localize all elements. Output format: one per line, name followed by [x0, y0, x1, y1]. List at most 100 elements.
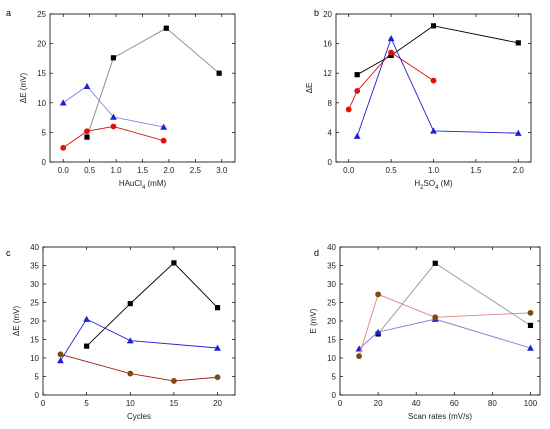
- x-axis-label-subscript: 4: [435, 185, 439, 191]
- y-tick-label: 10: [30, 354, 39, 363]
- data-point: [375, 291, 381, 298]
- y-tick-label: 25: [327, 299, 336, 308]
- data-point: [432, 314, 439, 321]
- series-line: [62, 126, 164, 149]
- y-tick-label: 10: [327, 354, 336, 363]
- data-point: [110, 55, 117, 61]
- x-tick-label: 0.5: [84, 166, 96, 175]
- data-point: [127, 370, 134, 377]
- x-tick-label: 0: [41, 399, 46, 408]
- y-tick-label: 5: [42, 128, 47, 137]
- data-point: [84, 134, 90, 140]
- panel-a: a 0.0 0.5 1.0 1.5 2.0 2.5 3.0 0 5 10 15 20 25 HAuCl4 (…: [6, 8, 236, 191]
- x-tick-label: 20: [213, 399, 222, 408]
- x-tick-label: 5: [84, 399, 89, 408]
- series-1: [84, 25, 222, 140]
- data-point: [110, 113, 117, 120]
- data-point: [430, 23, 437, 29]
- plot-frame: [335, 13, 532, 163]
- series-line: [358, 293, 531, 357]
- x-tick-label: 0: [338, 399, 343, 408]
- y-tick-label: 15: [30, 336, 39, 345]
- plot-frame: [49, 13, 236, 163]
- data-point: [84, 343, 90, 349]
- x-tick-label: 2.0: [163, 166, 175, 175]
- series-line: [86, 27, 220, 138]
- data-point: [57, 351, 64, 358]
- series-3: [353, 35, 522, 139]
- x-tick-label: 40: [412, 399, 421, 408]
- data-point: [83, 82, 91, 89]
- data-point: [514, 129, 522, 136]
- x-tick-label: 100: [524, 399, 538, 408]
- panel-label: d: [314, 248, 319, 258]
- y-tick-label: 30: [30, 280, 39, 289]
- x-tick-label: 1.0: [428, 166, 440, 175]
- series-3: [356, 291, 534, 360]
- x-axis-label-part: H: [414, 179, 420, 188]
- x-tick-label: 2.0: [513, 166, 525, 175]
- y-tick-label: 0: [42, 158, 47, 167]
- y-axis-label: ΔE (mV): [19, 73, 28, 104]
- y-tick-label: 4: [328, 128, 333, 137]
- data-point: [110, 123, 117, 130]
- data-point: [214, 305, 221, 311]
- data-point: [126, 337, 134, 344]
- data-point: [388, 52, 394, 59]
- series-2: [57, 315, 221, 364]
- y-tick-label: 0: [35, 391, 40, 400]
- y-tick-label: 40: [327, 243, 336, 252]
- y-tick-label: 0: [332, 391, 337, 400]
- data-point: [171, 378, 177, 384]
- data-point: [127, 301, 133, 307]
- panel-label: b: [314, 8, 319, 18]
- x-tick-label: 0.0: [343, 166, 355, 175]
- y-tick-label: 10: [37, 99, 46, 108]
- y-tick-label: 15: [37, 69, 46, 78]
- x-axis-label-subscript: 2: [420, 185, 424, 191]
- panel-label: c: [6, 248, 11, 258]
- series-1: [84, 260, 221, 349]
- x-axis-label-part: (M): [438, 179, 453, 188]
- data-point: [59, 99, 67, 106]
- panel-d: d 0 20 40 60 80 100 0 5 10 15 20 25 30 35 40 Scan rates …: [309, 243, 541, 421]
- data-point: [57, 357, 64, 364]
- data-point: [214, 344, 221, 351]
- y-tick-label: 15: [327, 336, 336, 345]
- data-point: [356, 353, 362, 360]
- series-line: [377, 262, 531, 335]
- x-axis-label-part: Cycles: [127, 412, 151, 421]
- y-tick-label: 20: [323, 10, 332, 19]
- y-tick-label: 12: [323, 69, 332, 78]
- x-tick-label: 0.5: [386, 166, 398, 175]
- x-tick-label: 1.0: [111, 166, 123, 175]
- y-tick-label: 35: [30, 262, 39, 271]
- panel-c: c 0 5 10 15 20 0 5 10 15 20 25 30 35 40 Cycles ΔE (mV): [6, 243, 236, 421]
- data-point: [214, 374, 221, 381]
- data-point: [430, 77, 437, 84]
- x-tick-label: 20: [374, 399, 383, 408]
- series-line: [358, 318, 531, 350]
- data-point: [374, 328, 382, 335]
- x-axis-label-part: SO: [424, 179, 436, 188]
- data-point: [354, 72, 360, 78]
- data-point: [60, 144, 67, 151]
- data-point: [387, 35, 395, 42]
- y-tick-label: 8: [328, 99, 333, 108]
- x-axis-label: Cycles: [127, 412, 151, 421]
- x-tick-label: 60: [450, 399, 459, 408]
- series-3: [59, 82, 168, 130]
- x-tick-label: 1.5: [470, 166, 482, 175]
- x-axis-label-part: (mM): [145, 179, 166, 188]
- x-axis-label-part: Scan rates (mV/s): [408, 412, 472, 421]
- series-3: [57, 351, 221, 384]
- series-line: [62, 85, 164, 128]
- series-line: [356, 37, 519, 137]
- y-tick-label: 25: [30, 299, 39, 308]
- data-point: [160, 137, 167, 144]
- x-tick-label: 2.5: [190, 166, 202, 175]
- y-tick-label: 20: [327, 317, 336, 326]
- series-2: [60, 123, 167, 151]
- series-1: [354, 23, 521, 78]
